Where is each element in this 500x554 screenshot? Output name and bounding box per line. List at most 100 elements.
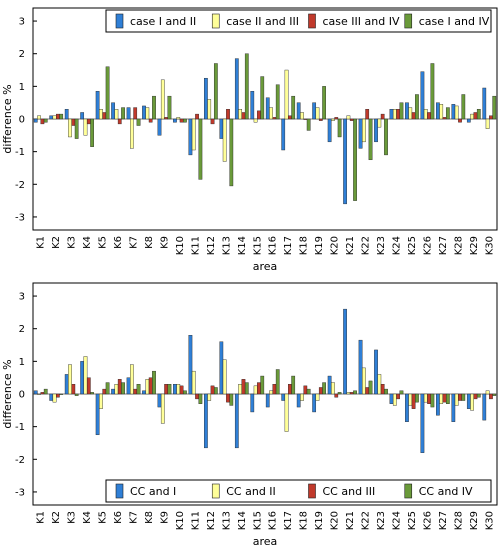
bar [133,107,138,120]
bar [374,118,378,143]
bar [458,118,462,123]
bar [183,118,187,123]
bar [198,393,203,404]
bar [269,390,273,395]
x-axis-label: area [253,260,278,273]
x-tick-label: K20 [330,236,341,255]
bar [349,118,354,121]
x-tick-label: K10 [175,511,186,530]
bar [117,118,122,125]
bar [284,393,289,432]
bar [52,115,57,120]
x-tick-label: K2 [51,511,62,524]
bar [423,109,428,120]
bar [442,393,447,403]
x-tick-label: K29 [469,236,480,255]
bar [327,375,332,395]
bar [234,393,239,449]
bar [334,117,339,120]
bar [145,379,150,395]
bar [442,117,447,120]
x-tick-label: K22 [361,236,372,255]
bar [164,117,169,120]
bar [74,118,79,139]
x-tick-label: K25 [407,236,418,255]
x-tick-label: K30 [484,511,495,530]
bar [142,105,146,120]
bar [49,115,54,120]
x-tick-label: K25 [407,511,418,530]
bar [445,393,450,404]
bar [451,104,456,120]
bar [64,374,69,395]
bar [415,393,419,403]
bar [102,388,107,395]
bar [241,379,246,395]
bar [68,364,72,395]
bar [207,393,212,401]
bar [142,390,146,395]
x-tick-label: K3 [67,511,78,524]
x-tick-label: K28 [453,236,464,255]
bar [482,393,487,421]
x-tick-label: K14 [237,511,248,530]
legend-box [105,479,492,503]
y-tick-label: 3 [19,292,25,303]
bar [408,107,413,120]
bar [420,393,425,453]
bar [436,102,440,120]
y-tick-label: -3 [15,487,25,498]
bar [281,393,286,401]
bar [405,393,409,422]
bar [482,87,487,120]
bar [95,393,100,436]
bar [59,113,64,120]
bar [269,107,273,120]
y-tick-label: 1 [19,357,25,368]
legend-swatch [404,13,413,29]
bar [157,393,162,408]
bar [374,349,378,395]
legend-label: case I and II [130,15,196,28]
bar [312,393,317,413]
bar [420,71,425,120]
y-tick-label: 3 [19,17,25,28]
legend-swatch [404,483,413,499]
x-tick-label: K2 [51,236,62,249]
chart-panel-1: 3 2 1 0 -1 -2 -3 K1 K2 K3 K4 K5 K6 K7 K8 K9 K10 K11 K12 K13… [1,7,498,273]
bar [318,118,323,121]
bar [213,387,218,395]
bar [343,118,347,205]
bar [136,384,141,395]
bar [117,379,122,395]
bar [160,393,165,424]
bar [167,384,172,395]
y-tick-label: -2 [15,455,25,466]
bar [473,112,478,120]
legend-label: CC and III [323,485,376,498]
x-tick-label: K12 [206,511,217,530]
bar [439,104,444,120]
bar [183,390,187,395]
bar [257,110,261,120]
bar [229,118,234,187]
bar [473,393,478,400]
x-tick-label: K24 [391,511,402,530]
x-tick-label: K14 [237,236,248,255]
legend-label: case I and IV [419,15,490,28]
legend-label: case III and IV [323,15,400,28]
x-tick-label: K21 [345,236,356,255]
bar [37,115,41,120]
x-tick-label: K8 [144,236,155,249]
bar [253,385,258,395]
bar [380,384,385,395]
x-tick-label: K17 [283,236,294,255]
bar [288,384,292,395]
x-tick-label: K16 [268,511,279,530]
bar [423,393,428,403]
bar [377,374,382,395]
bar [306,388,311,395]
x-tick-label: K8 [144,511,155,524]
bar [195,393,199,400]
